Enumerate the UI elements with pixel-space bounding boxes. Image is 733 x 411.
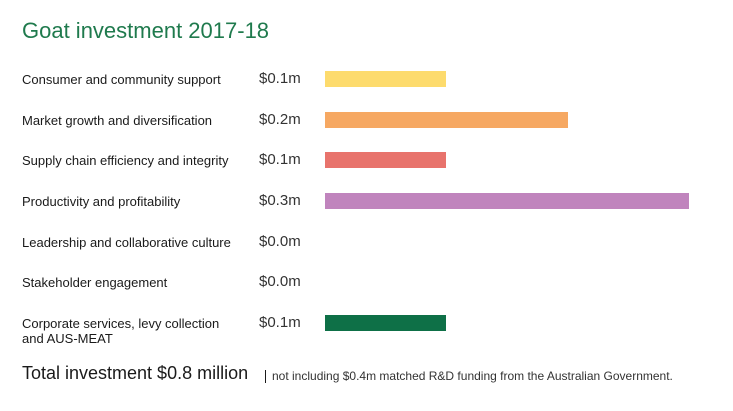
- category-label: Corporate services, levy collection and …: [22, 316, 220, 346]
- value-label: $0.3m: [259, 192, 301, 209]
- bar: [325, 315, 446, 331]
- category-label: Consumer and community support: [22, 72, 221, 87]
- value-label: $0.0m: [259, 233, 301, 250]
- footer-separator: [265, 370, 266, 383]
- category-label: Stakeholder engagement: [22, 275, 168, 290]
- category-label: Leadership and collaborative culture: [22, 235, 231, 250]
- category-label: Market growth and diversification: [22, 113, 213, 128]
- value-label: $0.0m: [259, 273, 301, 290]
- value-label: $0.1m: [259, 151, 301, 168]
- bar: [325, 193, 689, 209]
- value-label: $0.1m: [259, 70, 301, 87]
- total-investment: Total investment $0.8 million: [22, 363, 249, 383]
- chart-title: Goat investment 2017-18: [22, 18, 270, 43]
- value-label: $0.1m: [259, 314, 301, 331]
- bar: [325, 152, 446, 168]
- category-label: Supply chain efficiency and integrity: [22, 153, 229, 168]
- bar: [325, 112, 568, 128]
- bar: [325, 71, 446, 87]
- category-label: Productivity and profitability: [22, 194, 181, 209]
- value-label: $0.2m: [259, 111, 301, 128]
- footnote: not including $0.4m matched R&D funding …: [272, 369, 673, 383]
